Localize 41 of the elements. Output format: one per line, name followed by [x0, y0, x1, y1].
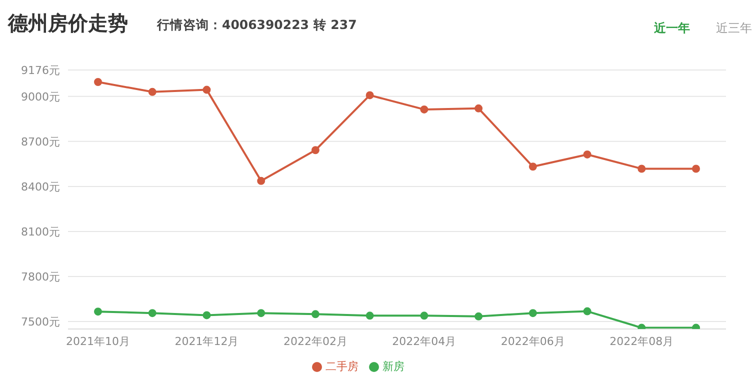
point: [528, 162, 537, 171]
x-tick-label: 2022年02月: [283, 334, 348, 348]
point: [583, 307, 592, 316]
y-tick-label: 7800元: [21, 270, 60, 284]
point: [474, 312, 483, 320]
x-tick-label: 2021年10月: [66, 334, 130, 348]
y-tick-label: 7500元: [21, 315, 60, 328]
point: [366, 312, 374, 320]
point: [583, 150, 592, 158]
point: [474, 104, 483, 112]
point: [202, 311, 211, 320]
point: [366, 91, 374, 100]
point: [148, 88, 156, 96]
point: [692, 164, 700, 173]
point: [257, 176, 266, 185]
y-tick-label: 9176元: [21, 64, 60, 77]
chart-subtitle: 行情咨询：4006390223 转 237: [157, 17, 357, 34]
point: [202, 86, 211, 94]
x-tick-label: 2022年06月: [500, 334, 565, 348]
y-tick-label: 8400元: [21, 180, 60, 194]
point: [94, 78, 102, 86]
point: [638, 164, 646, 173]
y-tick-label: 8700元: [21, 135, 60, 148]
legend-label: 新房: [382, 360, 404, 373]
point: [257, 309, 266, 318]
point: [311, 310, 320, 318]
y-tick-label: 9000元: [21, 90, 60, 104]
point: [148, 309, 156, 318]
point: [528, 309, 537, 318]
x-tick-label: 2021年12月: [174, 334, 239, 348]
text: 近一年: [654, 20, 690, 37]
point: [311, 146, 320, 154]
x-tick-label: 2022年04月: [392, 334, 456, 348]
y-tick-label: 8100元: [21, 225, 60, 238]
point: [94, 308, 102, 316]
legend-label: 二手房: [326, 360, 358, 373]
x-tick-label: 2022年08月: [610, 334, 674, 348]
chart-title: 德州房价走势: [8, 10, 128, 37]
point: [420, 312, 428, 320]
point: [420, 105, 428, 114]
text: 近三年: [716, 20, 752, 37]
